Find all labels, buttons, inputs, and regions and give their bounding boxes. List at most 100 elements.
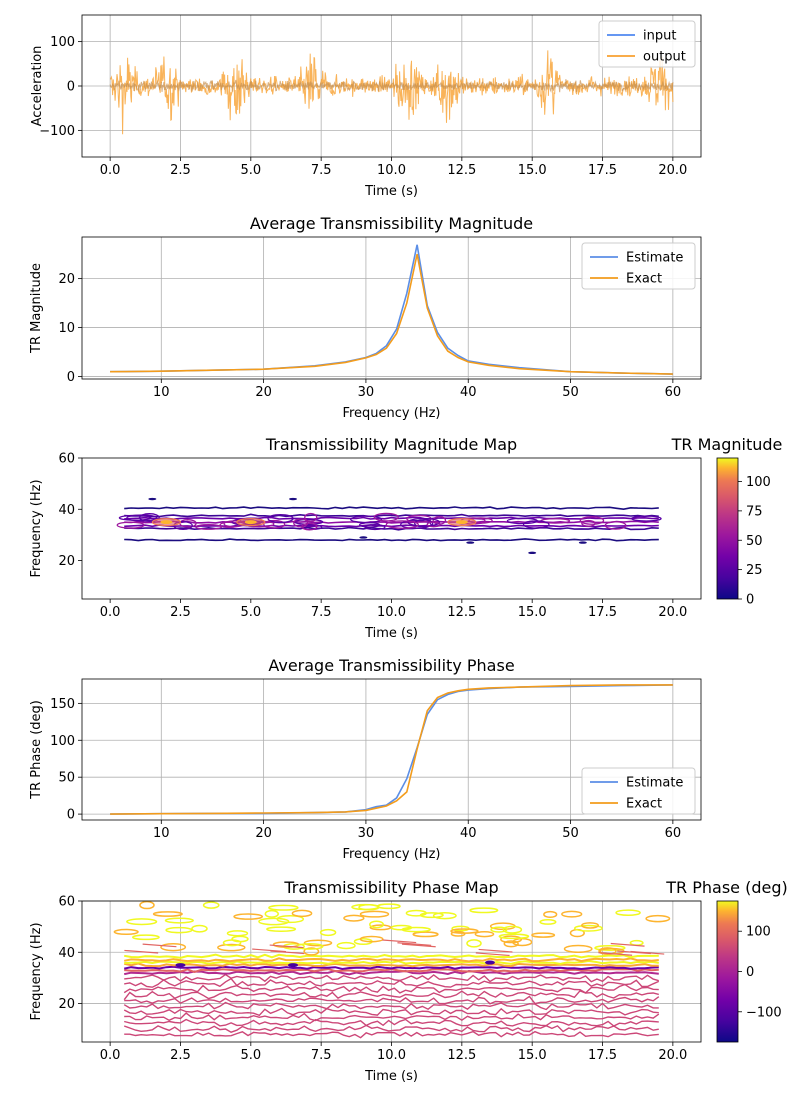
avg-tr-phase-xtick-label: 50 xyxy=(562,826,579,841)
phase-contour-streak xyxy=(142,943,177,948)
phase-contour-blob xyxy=(645,914,671,923)
phase-contour-blob xyxy=(594,945,626,951)
phase-contour-blob xyxy=(469,907,499,914)
magnitude-contour-blob xyxy=(267,513,294,524)
magnitude-contour-blob xyxy=(426,521,441,528)
phase-contour-blob xyxy=(503,940,519,948)
magnitude-hot-spot-core xyxy=(244,520,257,525)
tr-magnitude-map-colorbar-tick-label: 25 xyxy=(746,563,763,578)
phase-contour-line xyxy=(123,989,659,1001)
time-history-xtick-label: 17.5 xyxy=(588,163,617,178)
tr-magnitude-map-xlabel: Time (s) xyxy=(364,626,418,641)
time-history-ytick-label: −100 xyxy=(39,124,75,139)
tr-phase-map-colorbar-tick-label: 100 xyxy=(746,925,771,940)
phase-contour-blob xyxy=(152,911,183,917)
avg-tr-phase-ytick-label: 0 xyxy=(67,808,75,823)
phase-contour-dark-spot xyxy=(484,960,495,965)
phase-contour-blob xyxy=(369,924,392,931)
phase-contour-blob xyxy=(573,924,603,932)
time-history-xtick-label: 12.5 xyxy=(447,163,476,178)
avg-tr-magnitude-xtick-label: 20 xyxy=(255,385,272,400)
magnitude-contour-line xyxy=(124,526,659,531)
time-history-ylabel: Acceleration xyxy=(30,46,45,127)
tr-phase-map-colorbar-tick-label: 0 xyxy=(746,965,754,980)
phase-contour-line xyxy=(124,959,659,965)
tr-phase-map-xtick-label: 5.0 xyxy=(240,1048,261,1063)
phase-contour-blob xyxy=(412,931,439,938)
phase-contour-blob xyxy=(264,909,279,918)
avg-tr-phase-legend-label-exact: Exact xyxy=(626,797,662,812)
tr-magnitude-map-title: Transmissibility Magnitude Map xyxy=(265,435,517,454)
phase-contour-streak xyxy=(475,952,510,957)
tr-phase-map-xtick-label: 7.5 xyxy=(311,1048,332,1063)
phase-contour-streak xyxy=(630,950,665,955)
time-history-xtick-label: 20.0 xyxy=(658,163,687,178)
phase-contour-blob xyxy=(160,943,187,952)
magnitude-contour-line xyxy=(124,516,659,521)
phase-contour-blob xyxy=(502,925,523,934)
phase-contour-blob xyxy=(222,939,242,947)
avg-tr-phase-legend-label-estimate: Estimate xyxy=(626,776,683,791)
avg-tr-phase-xtick-label: 60 xyxy=(665,826,682,841)
data-layer xyxy=(109,50,674,1039)
phase-contour-line xyxy=(124,977,660,988)
phase-contour-blob xyxy=(233,913,264,920)
magnitude-hot-spot-core xyxy=(160,520,173,525)
phase-contour-line xyxy=(123,1001,659,1011)
phase-contour-blob xyxy=(432,911,457,920)
text-layer: 0.0 2.5 5.0 7.5 10.0 12.5 15.0 17.5 20.0−1000100… xyxy=(29,20,788,1084)
phase-contour-streak xyxy=(382,939,417,944)
phase-contour-blob xyxy=(490,926,508,933)
tr-magnitude-map-xtick-label: 12.5 xyxy=(447,605,476,620)
magnitude-hot-spot-core xyxy=(455,520,468,525)
magnitude-contour-blob xyxy=(579,516,605,525)
tr-phase-map-ytick-label: 20 xyxy=(58,997,75,1012)
phase-contour-blob xyxy=(359,935,384,943)
avg-tr-phase-xtick-label: 10 xyxy=(153,826,170,841)
phase-contour-blob xyxy=(132,934,160,941)
time-history-axes-frame xyxy=(81,14,702,158)
phase-contour-blob xyxy=(474,930,495,938)
time-history-xtick-label: 7.5 xyxy=(311,163,332,178)
phase-contour-line xyxy=(123,1007,659,1017)
frame-layer xyxy=(78,14,742,1046)
avg-tr-magnitude-legend-label-exact: Exact xyxy=(626,272,662,287)
avg-tr-phase-xtick-label: 40 xyxy=(460,826,477,841)
magnitude-contour-line xyxy=(124,513,659,518)
tr-phase-map-ytick-label: 40 xyxy=(58,946,75,961)
tr-magnitude-map-axes-frame xyxy=(81,457,702,600)
phase-contour-blob xyxy=(581,922,599,929)
tr-phase-map-colorbar-tick-label: −100 xyxy=(746,1005,782,1020)
series-input-line xyxy=(109,79,674,93)
phase-contour-blob xyxy=(139,901,155,910)
avg-tr-phase-xlabel: Frequency (Hz) xyxy=(342,847,440,862)
phase-contour-blob xyxy=(303,939,333,947)
avg-tr-magnitude-ytick-label: 0 xyxy=(67,370,75,385)
time-history-xtick-label: 5.0 xyxy=(240,163,261,178)
avg-tr-phase-ytick-label: 50 xyxy=(58,771,75,786)
phase-contour-streak xyxy=(397,942,432,946)
phase-contour-streak xyxy=(610,942,645,947)
phase-contour-blob xyxy=(191,924,208,933)
magnitude-contour-blob xyxy=(195,524,223,530)
phase-contour-blob xyxy=(343,914,365,922)
phase-contour-line xyxy=(124,1018,659,1027)
avg-tr-phase-ytick-label: 100 xyxy=(50,734,75,749)
magnitude-contour-speck xyxy=(578,541,587,544)
tr-phase-map-xtick-label: 12.5 xyxy=(447,1048,476,1063)
avg-tr-phase-plot xyxy=(110,684,673,815)
phase-contour-streak xyxy=(124,949,159,954)
phase-contour-blob xyxy=(539,918,557,925)
tr-phase-map-axes-frame xyxy=(81,900,702,1043)
time-history-ytick-label: 100 xyxy=(50,35,75,50)
tr-magnitude-map-plot xyxy=(116,497,662,555)
phase-contour-line xyxy=(124,969,659,976)
avg-tr-magnitude-xtick-label: 40 xyxy=(460,385,477,400)
phase-contour-blob xyxy=(563,944,593,954)
phase-contour-blob xyxy=(319,928,337,937)
tr-phase-map-xlabel: Time (s) xyxy=(364,1069,418,1084)
phase-contour-dark-spot xyxy=(288,963,299,968)
avg-tr-magnitude-xtick-label: 30 xyxy=(358,385,375,400)
phase-contour-blob xyxy=(303,947,320,956)
phase-contour-blob xyxy=(226,930,249,937)
